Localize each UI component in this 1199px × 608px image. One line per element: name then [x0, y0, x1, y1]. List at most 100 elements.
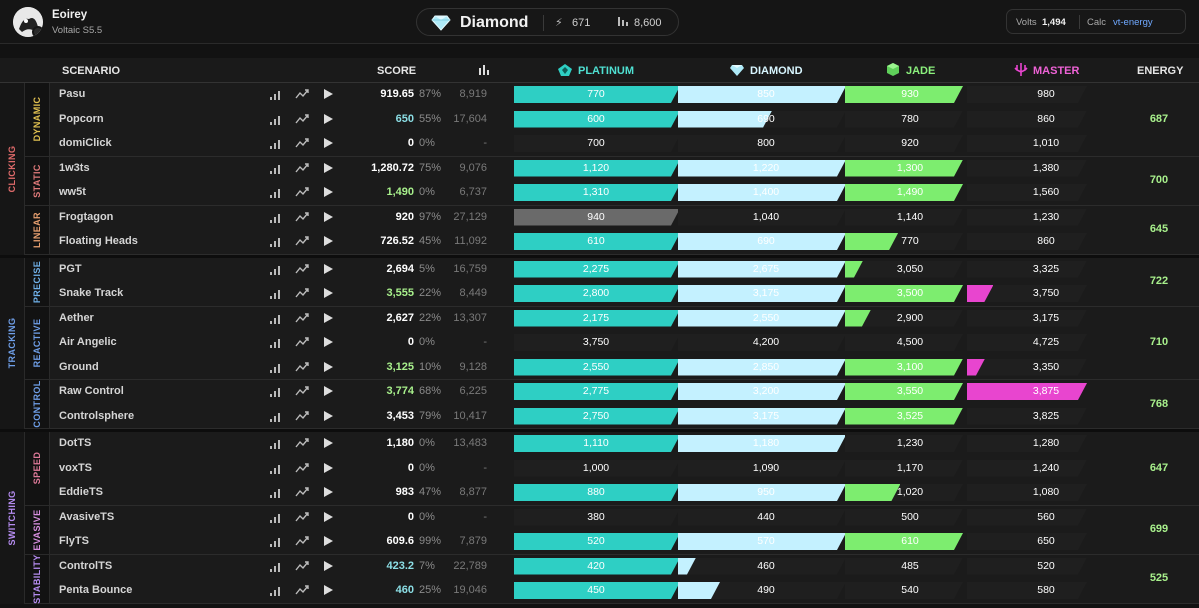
play-icon[interactable] — [321, 185, 335, 199]
col-platinum: PLATINUM — [578, 65, 635, 77]
jade-track — [845, 209, 963, 226]
scenario-name[interactable]: voxTS — [59, 461, 93, 474]
play-icon[interactable] — [321, 534, 335, 548]
play-icon[interactable] — [321, 583, 335, 597]
trend-chart-icon[interactable] — [295, 360, 309, 374]
play-icon[interactable] — [321, 360, 335, 374]
difficulty-bars-icon[interactable] — [269, 534, 283, 548]
play-icon[interactable] — [321, 286, 335, 300]
scenario-name[interactable]: Floating Heads — [59, 235, 138, 247]
leaderboard-column-icon[interactable] — [478, 64, 490, 76]
trend-chart-icon[interactable] — [295, 161, 309, 175]
trend-chart-icon[interactable] — [295, 534, 309, 548]
trend-chart-icon[interactable] — [295, 234, 309, 248]
scenario-name[interactable]: Penta Bounce — [59, 584, 133, 596]
play-icon[interactable] — [321, 210, 335, 224]
scenario-name[interactable]: domiClick — [59, 137, 112, 149]
difficulty-bars-icon[interactable] — [269, 210, 283, 224]
difficulty-bars-icon[interactable] — [269, 335, 283, 349]
difficulty-bars-icon[interactable] — [269, 112, 283, 126]
difficulty-bars-icon[interactable] — [269, 136, 283, 150]
difficulty-bars-icon[interactable] — [269, 384, 283, 398]
trend-chart-icon[interactable] — [295, 335, 309, 349]
trend-chart-icon[interactable] — [295, 262, 309, 276]
scenario-name[interactable]: PGT — [59, 262, 82, 275]
trend-chart-icon[interactable] — [295, 210, 309, 224]
trend-chart-icon[interactable] — [295, 510, 309, 524]
master-track — [967, 111, 1087, 128]
difficulty-bars-icon[interactable] — [269, 485, 283, 499]
trend-chart-icon[interactable] — [295, 185, 309, 199]
play-icon[interactable] — [321, 161, 335, 175]
scenario-name[interactable]: 1w3ts — [59, 161, 90, 174]
play-icon[interactable] — [321, 87, 335, 101]
trend-chart-icon[interactable] — [295, 436, 309, 450]
trend-chart-icon[interactable] — [295, 409, 309, 423]
difficulty-bars-icon[interactable] — [269, 436, 283, 450]
difficulty-bars-icon[interactable] — [269, 360, 283, 374]
trend-chart-icon[interactable] — [295, 384, 309, 398]
play-icon[interactable] — [321, 262, 335, 276]
scenario-name[interactable]: DotTS — [59, 437, 92, 449]
scenario-name[interactable]: ww5t — [59, 186, 86, 198]
scenario-name[interactable]: Raw Control — [59, 385, 124, 397]
score-value: 1,280.72 — [371, 161, 414, 174]
play-icon[interactable] — [321, 510, 335, 524]
trend-chart-icon[interactable] — [295, 461, 309, 475]
play-icon[interactable] — [321, 384, 335, 398]
play-icon[interactable] — [321, 335, 335, 349]
leaderboard-rank: 9,076 — [459, 161, 487, 174]
difficulty-bars-icon[interactable] — [269, 286, 283, 300]
play-icon[interactable] — [321, 136, 335, 150]
scenario-name[interactable]: AvasiveTS — [59, 510, 115, 523]
difficulty-bars-icon[interactable] — [269, 234, 283, 248]
difficulty-bars-icon[interactable] — [269, 262, 283, 276]
scenario-name[interactable]: Ground — [59, 360, 99, 373]
difficulty-bars-icon[interactable] — [269, 583, 283, 597]
trend-chart-icon[interactable] — [295, 583, 309, 597]
platinum-fill — [514, 261, 680, 278]
trend-chart-icon[interactable] — [295, 485, 309, 499]
subcategory-label: EVASIVE — [32, 508, 42, 551]
play-icon[interactable] — [321, 485, 335, 499]
trend-chart-icon[interactable] — [295, 559, 309, 573]
trend-chart-icon[interactable] — [295, 112, 309, 126]
scenario-name[interactable]: FlyTS — [59, 535, 89, 547]
scenario-name[interactable]: EddieTS — [59, 486, 104, 498]
scenario-name[interactable]: Aether — [59, 311, 94, 324]
avatar[interactable] — [13, 7, 43, 37]
diamond-fill — [678, 111, 772, 128]
col-scenario[interactable]: SCENARIO — [62, 65, 121, 77]
difficulty-bars-icon[interactable] — [269, 461, 283, 475]
scenario-name[interactable]: Air Angelic — [59, 336, 117, 348]
calc-select[interactable]: vt-energy — [1113, 17, 1153, 28]
difficulty-bars-icon[interactable] — [269, 311, 283, 325]
trend-chart-icon[interactable] — [295, 311, 309, 325]
trend-chart-icon[interactable] — [295, 136, 309, 150]
scenario-name[interactable]: Frogtagon — [59, 210, 114, 223]
master-track — [967, 460, 1087, 477]
play-icon[interactable] — [321, 436, 335, 450]
scenario-name[interactable]: Pasu — [59, 88, 86, 100]
difficulty-bars-icon[interactable] — [269, 409, 283, 423]
play-icon[interactable] — [321, 409, 335, 423]
difficulty-bars-icon[interactable] — [269, 161, 283, 175]
difficulty-bars-icon[interactable] — [269, 87, 283, 101]
col-score[interactable]: SCORE — [377, 65, 417, 77]
scenario-name[interactable]: Controlsphere — [59, 409, 135, 422]
scenario-name[interactable]: Snake Track — [59, 287, 124, 299]
scenario-name[interactable]: Popcorn — [59, 112, 104, 125]
username[interactable]: Eoirey — [52, 9, 88, 21]
trend-chart-icon[interactable] — [295, 286, 309, 300]
difficulty-bars-icon[interactable] — [269, 185, 283, 199]
play-icon[interactable] — [321, 234, 335, 248]
play-icon[interactable] — [321, 112, 335, 126]
difficulty-bars-icon[interactable] — [269, 559, 283, 573]
play-icon[interactable] — [321, 559, 335, 573]
scenario-name[interactable]: ControlTS — [59, 559, 113, 572]
play-icon[interactable] — [321, 461, 335, 475]
difficulty-bars-icon[interactable] — [269, 510, 283, 524]
trend-chart-icon[interactable] — [295, 87, 309, 101]
subcategory-label: STATIC — [32, 163, 42, 198]
play-icon[interactable] — [321, 311, 335, 325]
